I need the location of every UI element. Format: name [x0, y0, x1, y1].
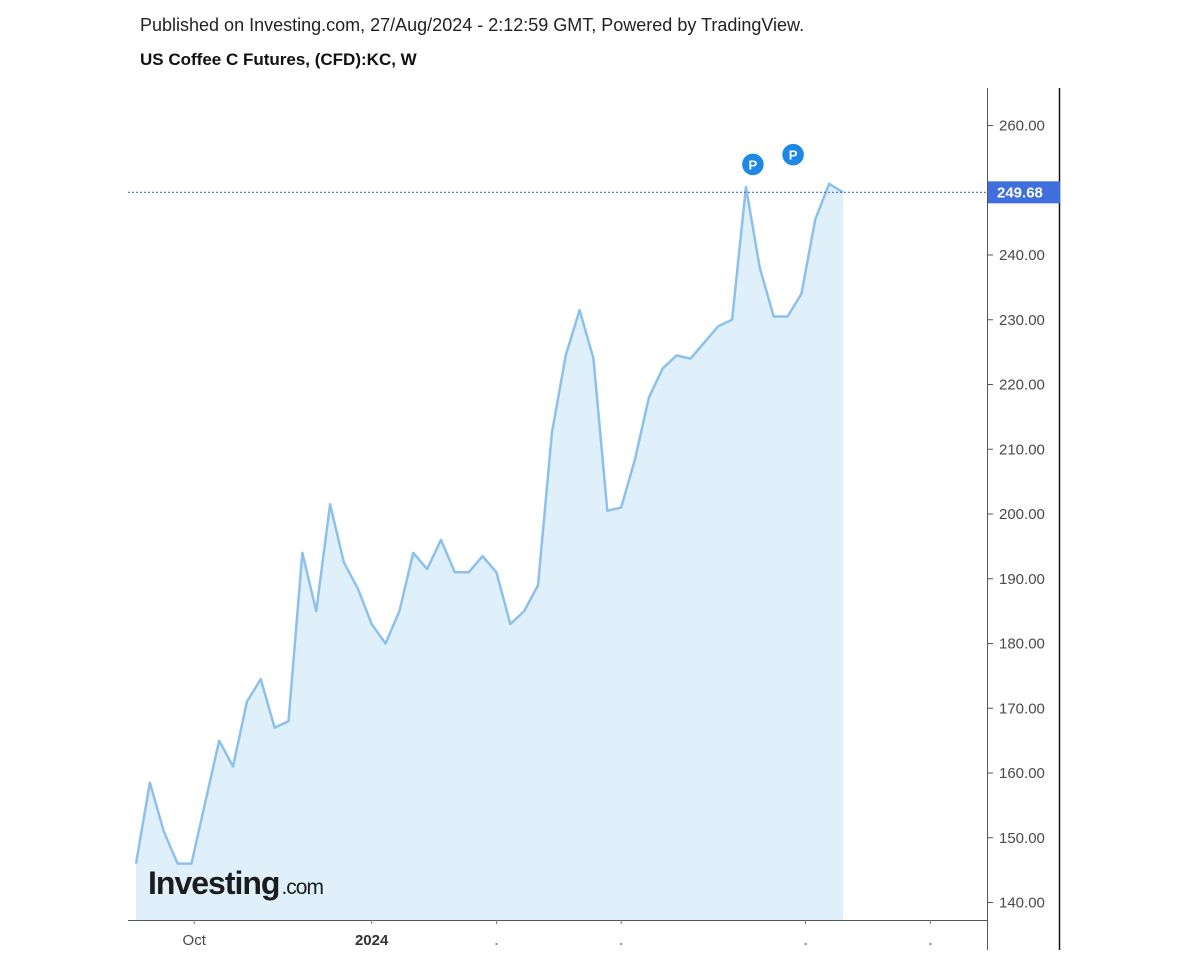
y-tick-label: 220.00 — [999, 377, 1045, 394]
logo-suffix: .com — [281, 876, 323, 899]
logo-main: Investing — [148, 865, 279, 901]
y-tick-label: 190.00 — [999, 571, 1045, 588]
y-tick-label: 240.00 — [999, 247, 1045, 264]
investing-logo: Investing.com — [148, 865, 324, 901]
y-tick-label: 230.00 — [999, 312, 1045, 329]
axis-layer: 260.00 240.00 230.00 220.00 210.00 200.00 190.… — [128, 88, 1061, 950]
y-tick-label: 210.00 — [999, 441, 1045, 458]
last-price-label: 249.68 — [997, 184, 1043, 201]
x-tick-label: Oct — [183, 932, 207, 949]
y-tick-label: 180.00 — [999, 636, 1045, 653]
x-tick-dot — [495, 943, 498, 945]
area-fill — [136, 183, 843, 920]
p-marker-icon — [780, 142, 806, 167]
line-layer — [134, 182, 844, 865]
y-tick-label: 160.00 — [999, 765, 1045, 782]
y-tick-label: 260.00 — [999, 118, 1045, 135]
published-note: Published on Investing.com, 27/Aug/2024 … — [140, 15, 805, 35]
svg-text:Investing.com: Investing.com — [148, 865, 323, 901]
chart-title: US Coffee C Futures, (CFD):KC, W — [140, 50, 417, 69]
p-marker-label: P — [749, 157, 758, 172]
series-line — [134, 182, 844, 865]
marker-layer: PP — [740, 142, 806, 177]
last-price-tag — [988, 181, 1060, 204]
y-tick-label: 150.00 — [999, 830, 1045, 847]
x-tick-label: 2024 — [355, 932, 389, 949]
p-marker-icon — [740, 152, 766, 177]
x-tick-dot — [620, 943, 623, 945]
y-tick-label: 200.00 — [999, 506, 1045, 523]
x-tick-dot — [929, 943, 932, 945]
area-layer — [136, 183, 843, 920]
y-tick-label: 140.00 — [999, 895, 1045, 912]
p-marker-label: P — [789, 148, 798, 163]
y-tick-label: 170.00 — [999, 700, 1045, 717]
x-tick-dot — [804, 943, 807, 945]
